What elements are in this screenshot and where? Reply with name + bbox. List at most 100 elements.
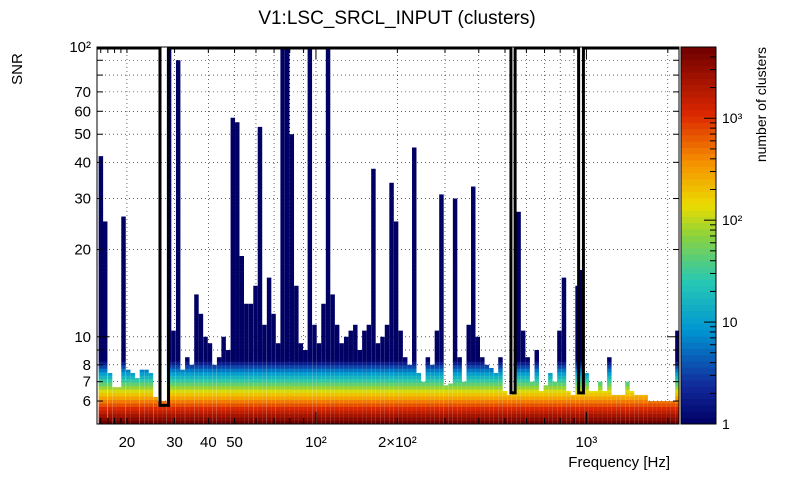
heatmap-cell <box>280 146 284 150</box>
heatmap-cell <box>176 261 180 265</box>
heatmap-cell <box>367 396 371 400</box>
heatmap-cell <box>235 295 239 299</box>
heatmap-cell <box>466 417 470 421</box>
heatmap-cell <box>557 375 561 379</box>
heatmap-cell <box>294 323 298 327</box>
heatmap-cell <box>530 382 534 383</box>
heatmap-cell <box>103 316 107 320</box>
heatmap-cell <box>208 414 212 418</box>
heatmap-cell <box>480 410 484 414</box>
heatmap-cell <box>630 396 634 400</box>
heatmap-cell <box>317 351 321 355</box>
heatmap-cell <box>398 331 402 334</box>
heatmap-cell <box>244 407 248 411</box>
heatmap-cell <box>226 375 230 379</box>
heatmap-cell <box>394 226 398 230</box>
heatmap-cell <box>249 351 253 355</box>
heatmap-cell <box>516 285 520 289</box>
heatmap-cell <box>121 348 125 352</box>
heatmap-cell <box>203 414 207 418</box>
heatmap-cell <box>103 285 107 289</box>
heatmap-cell <box>235 264 239 268</box>
heatmap-cell <box>326 177 330 181</box>
heatmap-cell <box>199 417 203 421</box>
heatmap-cell <box>231 361 235 365</box>
heatmap-cell <box>439 209 443 213</box>
heatmap-cell <box>221 410 225 414</box>
heatmap-cell <box>258 382 262 386</box>
heatmap-cell <box>516 226 520 230</box>
heatmap-cell <box>584 389 588 393</box>
heatmap-cell <box>280 233 284 237</box>
heatmap-cell <box>258 188 262 192</box>
heatmap-cell <box>444 389 448 393</box>
heatmap-cell <box>294 354 298 358</box>
heatmap-cell <box>244 351 248 355</box>
heatmap-cell <box>240 358 244 362</box>
heatmap-cell <box>349 396 353 400</box>
heatmap-cell <box>453 247 457 251</box>
heatmap-cell <box>476 379 480 383</box>
heatmap-cell <box>285 209 289 213</box>
heatmap-cell <box>412 268 416 272</box>
heatmap-cell <box>240 396 244 400</box>
heatmap-cell <box>308 365 312 369</box>
heatmap-cell <box>280 410 284 414</box>
heatmap-cell <box>503 414 507 418</box>
heatmap-cell <box>171 354 175 358</box>
heatmap-cell <box>176 417 180 421</box>
heatmap-cell <box>335 327 339 331</box>
heatmap-cell <box>294 365 298 369</box>
heatmap-cell <box>280 94 284 98</box>
heatmap-cell <box>485 386 489 390</box>
heatmap-cell <box>249 372 253 376</box>
heatmap-cell <box>616 414 620 418</box>
heatmap-cell <box>525 368 529 372</box>
heatmap-cell <box>235 149 239 153</box>
heatmap-cell <box>476 386 480 390</box>
heatmap-cell <box>335 365 339 369</box>
heatmap-cell <box>466 348 470 352</box>
heatmap-cell <box>176 222 180 226</box>
heatmap-cell <box>276 400 280 404</box>
heatmap-cell <box>262 417 266 421</box>
heatmap-cell <box>258 261 262 265</box>
heatmap-cell <box>516 403 520 407</box>
heatmap-cell <box>389 257 393 261</box>
heatmap-cell <box>430 414 434 418</box>
heatmap-cell <box>394 288 398 292</box>
heatmap-cell <box>562 407 566 411</box>
heatmap-cell <box>412 261 416 265</box>
heatmap-cell <box>321 341 325 345</box>
heatmap-cell <box>212 400 216 404</box>
heatmap-cell <box>353 389 357 393</box>
heatmap-cell <box>108 379 112 383</box>
heatmap-cell <box>525 400 529 404</box>
heatmap-cell <box>185 375 189 379</box>
heatmap-cell <box>412 184 416 188</box>
heatmap-cell <box>326 90 330 94</box>
heatmap-cell <box>598 403 602 407</box>
heatmap-cell <box>285 400 289 404</box>
heatmap-cell <box>171 334 175 338</box>
heatmap-cell <box>607 386 611 390</box>
heatmap-cell <box>439 361 443 365</box>
heatmap-cell <box>140 372 144 376</box>
colorbar-segment <box>681 418 716 425</box>
heatmap-cell <box>530 396 534 400</box>
heatmap-cell <box>426 407 430 411</box>
heatmap-cell <box>562 393 566 397</box>
heatmap-cell <box>249 375 253 379</box>
heatmap-cell <box>103 247 107 251</box>
heatmap-cell <box>208 375 212 379</box>
heatmap-cell <box>353 341 357 345</box>
heatmap-cell <box>412 288 416 292</box>
heatmap-cell <box>371 330 375 334</box>
heatmap-cell <box>240 348 244 352</box>
heatmap-cell <box>507 414 511 418</box>
heatmap-cell <box>521 389 525 393</box>
heatmap-cell <box>99 236 103 240</box>
heatmap-cell <box>353 351 357 355</box>
heatmap-cell <box>444 407 448 411</box>
heatmap-cell <box>326 195 330 199</box>
